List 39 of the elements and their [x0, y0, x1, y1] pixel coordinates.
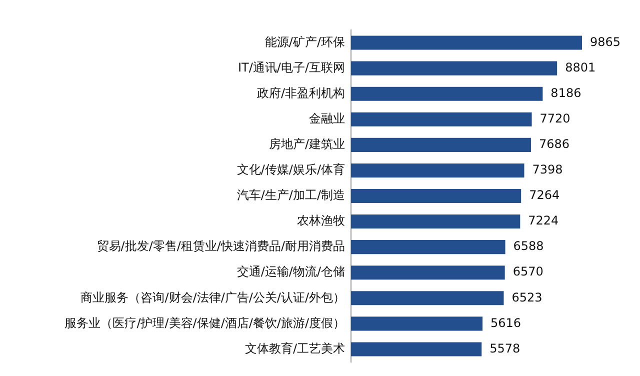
data-label: 9865	[590, 34, 621, 49]
data-label: 5616	[490, 316, 522, 330]
bar	[351, 61, 558, 76]
data-label: 7264	[529, 188, 560, 202]
bar	[351, 188, 522, 204]
y-tick-label: 文体教育/工艺美术	[244, 341, 345, 356]
data-label: 6570	[512, 264, 544, 279]
data-label: 7224	[528, 214, 559, 228]
bar	[351, 138, 531, 152]
bar	[351, 316, 483, 331]
data-label: 8186	[550, 86, 582, 100]
y-tick-label: 能源/矿产/环保	[264, 34, 345, 49]
y-tick-label: 金融业	[309, 112, 345, 126]
bar	[351, 214, 520, 229]
y-tick-label: 服务业（医疗/护理/美容/保健/酒店/餐饮/旅游/度假）	[64, 316, 345, 330]
data-label: 8801	[565, 60, 596, 74]
y-tick-label: 农林渔牧	[297, 214, 345, 228]
data-label: 6588	[513, 239, 544, 254]
y-tick-label: 房地产/建筑业	[268, 137, 345, 152]
y-tick-label: 商业服务（咨询/财会/法律/广告/公关/认证/外包）	[80, 290, 345, 304]
data-label: 5578	[490, 341, 520, 356]
bar	[351, 112, 532, 126]
bar	[351, 163, 524, 178]
data-label: 7720	[540, 112, 570, 126]
data-label: 7398	[532, 162, 563, 177]
y-tick-label: 交通/运输/物流/仓储	[236, 264, 345, 279]
bar	[351, 291, 504, 306]
bar	[351, 266, 505, 280]
bar	[351, 36, 582, 50]
data-label: 7686	[538, 137, 570, 152]
bar	[351, 240, 506, 254]
bar	[351, 342, 482, 356]
y-tick-label: 汽车/生产/加工/制造	[236, 188, 345, 202]
y-tick-label: 文化/传媒/娱乐/体育	[236, 162, 345, 177]
y-tick-label: 政府/非盈利机构	[256, 86, 345, 100]
bar	[351, 86, 543, 101]
data-label: 6523	[512, 290, 542, 304]
y-tick-label: 贸易/批发/零售/租赁业/快速消费品/耐用消费品	[96, 239, 345, 254]
y-tick-label: IT/通讯/电子/互联网	[238, 60, 345, 74]
